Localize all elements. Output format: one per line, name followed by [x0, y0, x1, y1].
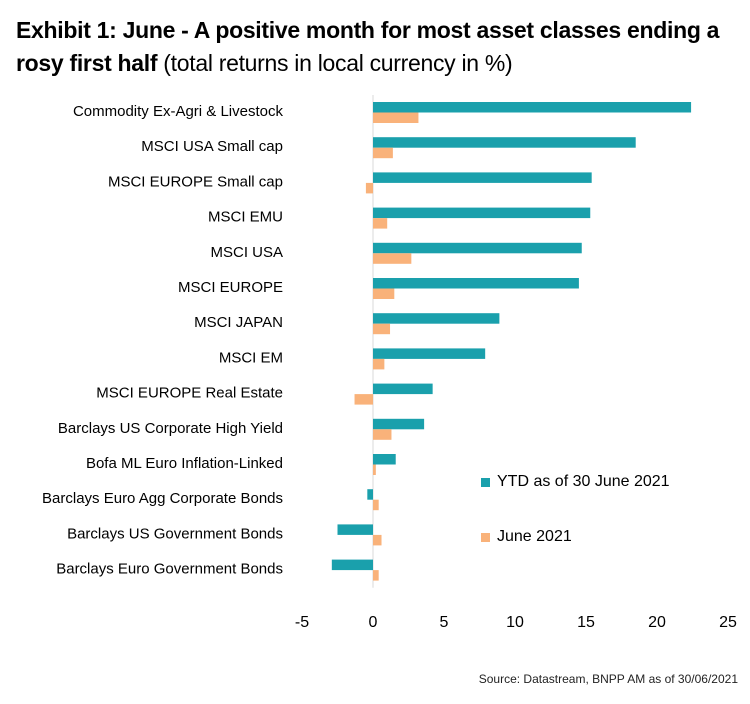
- ytd-bar: [373, 207, 591, 219]
- ytd-bar: [331, 559, 373, 571]
- category-label: MSCI EUROPE: [178, 279, 283, 296]
- ytd-bar: [373, 172, 592, 183]
- x-tick-label: 20: [648, 614, 666, 631]
- june-bar: [373, 323, 391, 335]
- june-bar: [373, 147, 393, 159]
- ytd-bar: [373, 102, 692, 113]
- x-tick-label: 25: [719, 614, 737, 631]
- june-bar: [373, 570, 379, 581]
- ytd-bar: [373, 242, 582, 254]
- ytd-bar: [373, 383, 433, 395]
- ytd-bar: [373, 313, 500, 324]
- ytd-bar: [337, 524, 373, 535]
- x-tick-label: 15: [577, 614, 595, 631]
- category-label: MSCI EMU: [208, 209, 283, 226]
- ytd-bar: [373, 418, 425, 430]
- category-label: Barclays Euro Agg Corporate Bonds: [42, 490, 283, 507]
- x-tick-label: 5: [440, 614, 449, 631]
- category-label: MSCI EUROPE Small cap: [108, 173, 283, 190]
- chart-title: Exhibit 1: June - A positive month for m…: [16, 14, 736, 80]
- legend-swatch-june: [481, 533, 490, 542]
- june-bar: [373, 534, 382, 546]
- ytd-bar: [373, 348, 486, 359]
- chart-title-main: Exhibit 1: June - A positive month for m…: [16, 17, 720, 76]
- category-label: MSCI EM: [219, 349, 283, 366]
- x-tick-label: -5: [295, 614, 309, 631]
- legend-label-ytd: YTD as of 30 June 2021: [497, 473, 670, 490]
- legend-swatch-ytd: [481, 478, 490, 487]
- category-label: Bofa ML Euro Inflation-Linked: [86, 455, 283, 472]
- june-bar: [373, 112, 419, 123]
- category-label: MSCI USA Small cap: [141, 138, 283, 155]
- category-label: MSCI USA: [210, 244, 283, 261]
- june-bar: [373, 499, 379, 511]
- june-bar: [365, 182, 373, 194]
- june-bar: [373, 464, 376, 475]
- june-bar: [373, 253, 412, 264]
- legend-label-june: June 2021: [497, 528, 572, 545]
- x-tick-label: 0: [369, 614, 378, 631]
- ytd-bar: [367, 489, 373, 500]
- june-bar: [354, 394, 373, 405]
- category-label: Barclays Euro Government Bonds: [56, 561, 283, 578]
- june-bar: [373, 358, 385, 370]
- june-bar: [373, 429, 392, 440]
- chart-title-subtitle: (total returns in local currency in %): [157, 50, 513, 76]
- june-bar: [373, 218, 388, 229]
- category-label: Barclays US Government Bonds: [67, 525, 283, 542]
- source-note: Source: Datastream, BNPP AM as of 30/06/…: [478, 672, 738, 686]
- ytd-bar: [373, 137, 636, 148]
- category-label: MSCI JAPAN: [194, 314, 283, 331]
- category-label: Commodity Ex-Agri & Livestock: [73, 103, 284, 120]
- category-label: MSCI EUROPE Real Estate: [96, 385, 283, 402]
- ytd-bar: [373, 454, 396, 465]
- june-bar: [373, 288, 395, 299]
- ytd-bar: [373, 278, 579, 289]
- category-label: Barclays US Corporate High Yield: [58, 420, 283, 437]
- x-tick-label: 10: [506, 614, 524, 631]
